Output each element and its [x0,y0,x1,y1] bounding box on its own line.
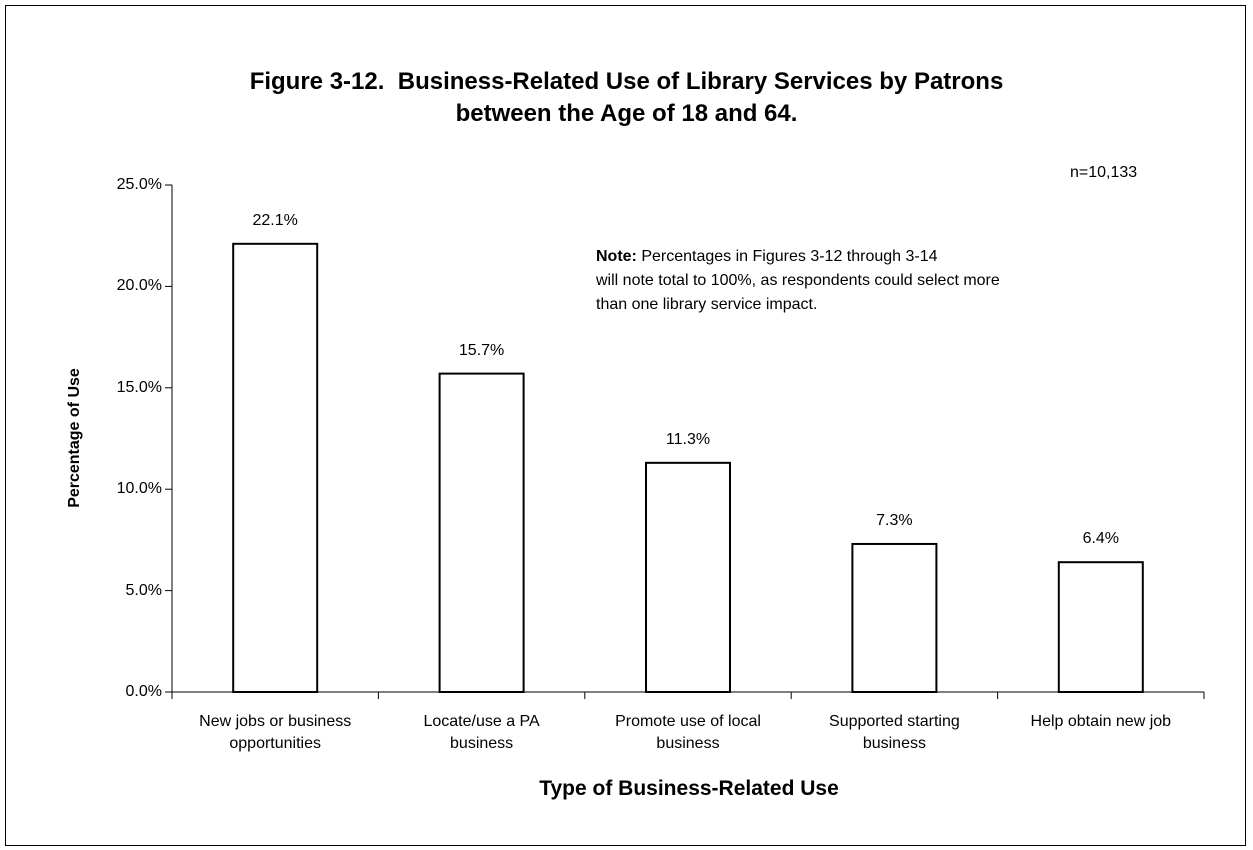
value-label: 22.1% [252,211,298,229]
x-tick-label: Supported starting business [829,713,960,752]
value-label: 15.7% [458,341,505,359]
value-label: 7.3% [876,511,913,529]
x-tick-label: Locate/use a PA business [423,713,540,752]
x-tick-label: New jobs or business opportunities [199,713,352,752]
y-tick-label: 20.0% [116,277,162,295]
note-label: Note: [596,248,637,265]
bar [645,461,731,693]
x-axis-title: Type of Business-Related Use [539,777,839,800]
value-label: 6.4% [1082,530,1120,548]
x-tick-label: Promote use of local business [615,713,761,752]
note: Note: Percentages in Figures 3-12 throug… [596,245,1000,317]
value-label: 11.3% [665,430,711,448]
x-tick-label: Help obtain new job [1030,713,1172,730]
frame [5,5,1246,846]
y-tick-label: 25.0% [116,176,162,193]
y-tick-label: 5.0% [125,581,162,599]
note-text: Percentages in Figures 3-12 through 3-14… [596,248,1000,313]
bar [438,372,525,693]
y-tick-label: 10.0% [116,480,162,498]
y-axis-title: Percentage of Use [66,368,83,508]
bar [232,242,319,693]
y-tick-label: 15.0% [116,378,162,396]
bar [851,542,938,693]
bar [1057,561,1144,694]
chart-title: Figure 3-12. Business-Related Use of Lib… [249,68,1004,127]
sample-size: n=10,133 [1070,164,1138,181]
y-tick-label: 0.0% [125,683,162,700]
